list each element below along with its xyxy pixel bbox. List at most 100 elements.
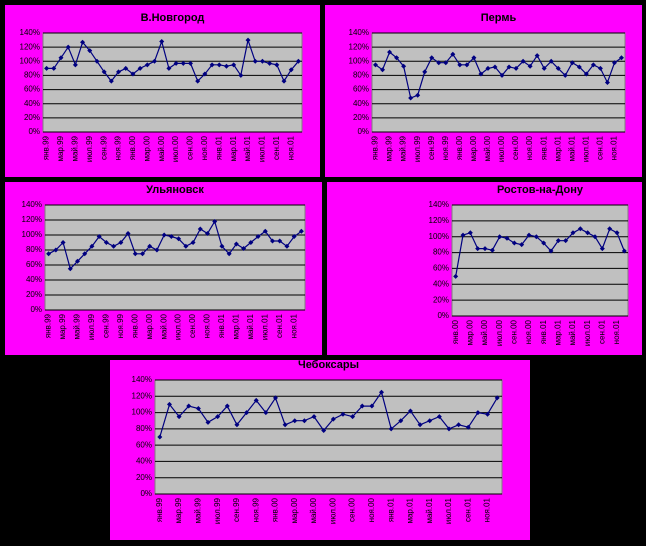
data-point [467, 230, 473, 236]
x-tick-label: сен.00 [188, 313, 197, 338]
data-point [82, 251, 88, 257]
x-tick-label: мар.99 [385, 135, 394, 161]
data-point [118, 240, 124, 245]
data-point [519, 242, 525, 248]
x-tick-label: сен.99 [232, 497, 241, 522]
data-point [166, 401, 172, 407]
x-tick-label: сен.00 [511, 135, 520, 160]
data-point [123, 65, 129, 71]
data-point [614, 230, 620, 236]
data-point [398, 418, 404, 424]
data-point [520, 58, 526, 64]
data-point [511, 240, 517, 246]
x-tick-label: ноя.00 [203, 313, 212, 338]
x-tick-label: ноя.01 [483, 497, 492, 522]
data-point [253, 397, 259, 403]
y-tick-label: 20% [433, 295, 449, 304]
y-tick-label: 80% [433, 248, 449, 257]
y-tick-label: 20% [353, 113, 369, 122]
y-tick-label: 140% [22, 200, 42, 209]
data-point [152, 58, 158, 64]
x-tick-label: ноя.01 [286, 135, 295, 160]
x-tick-label: май.01 [246, 313, 255, 339]
y-tick-label: 140% [349, 28, 369, 37]
x-tick-label: май.99 [193, 497, 202, 523]
y-tick-label: 80% [353, 71, 369, 80]
y-tick-label: 120% [22, 215, 42, 224]
data-point [277, 238, 283, 244]
data-point [576, 64, 582, 70]
y-tick-label: 40% [433, 279, 449, 288]
x-tick-label: июл.00 [171, 135, 180, 162]
data-point [485, 411, 491, 417]
plot-area [371, 32, 626, 133]
data-point [380, 67, 386, 73]
x-tick-label: янв.00 [455, 135, 464, 160]
y-tick-label: 140% [20, 28, 40, 37]
x-tick-label: май.01 [425, 497, 434, 523]
y-tick-label: 80% [24, 71, 40, 80]
data-point [233, 241, 239, 247]
x-tick-label: июл.00 [497, 135, 506, 162]
y-tick-label: 140% [132, 375, 152, 384]
data-point [58, 55, 64, 61]
data-point [387, 49, 393, 55]
data-point [281, 78, 287, 84]
data-point [125, 231, 131, 236]
data-point [209, 62, 215, 68]
x-tick-label: мар.00 [465, 319, 474, 345]
x-tick-label: сен.00 [186, 135, 195, 160]
x-tick-label: сен.99 [427, 135, 436, 160]
data-point [618, 55, 624, 61]
data-point [137, 65, 143, 71]
x-tick-label: сен.01 [275, 313, 284, 338]
x-tick-label: июл.01 [260, 313, 269, 340]
data-point [548, 248, 554, 254]
data-point [475, 246, 481, 252]
x-tick-label: янв.00 [271, 497, 280, 522]
data-point [321, 427, 327, 433]
data-point [132, 251, 138, 257]
y-tick-label: 0% [357, 127, 369, 136]
data-point [555, 65, 561, 71]
x-tick-label: мар.01 [406, 497, 415, 523]
data-point [394, 55, 400, 61]
data-point [494, 395, 500, 401]
data-point [202, 71, 208, 77]
data-point [621, 248, 627, 254]
data-point [186, 403, 192, 409]
data-point [238, 72, 244, 78]
y-tick-label: 0% [30, 305, 42, 314]
data-point [282, 422, 288, 428]
data-point [415, 92, 421, 98]
data-point [116, 69, 122, 75]
y-tick-label: 0% [437, 311, 449, 320]
data-point [144, 62, 150, 68]
x-tick-label: ноя.01 [610, 135, 619, 160]
x-tick-label: янв.00 [451, 319, 460, 344]
y-tick-label: 100% [349, 56, 369, 65]
data-point [205, 419, 211, 425]
x-tick-label: мар.00 [469, 135, 478, 161]
data-point [456, 422, 462, 428]
data-point [611, 60, 617, 66]
y-tick-label: 60% [353, 85, 369, 94]
data-point [255, 234, 261, 239]
data-point [154, 247, 160, 253]
y-tick-label: 0% [140, 489, 152, 498]
data-point [263, 410, 269, 416]
y-tick-label: 140% [429, 200, 449, 209]
x-tick-label: май.00 [483, 135, 492, 161]
y-tick-label: 60% [433, 264, 449, 273]
data-point [450, 51, 456, 57]
x-tick-label: мар.01 [231, 313, 240, 339]
data-point [563, 238, 569, 244]
data-point [408, 95, 414, 101]
data-point [130, 71, 136, 77]
x-tick-label: янв.99 [44, 313, 53, 338]
data-point [248, 240, 254, 245]
x-tick-label: мар.99 [174, 497, 183, 523]
x-tick-label: сен.01 [596, 135, 605, 160]
data-point [577, 226, 583, 232]
